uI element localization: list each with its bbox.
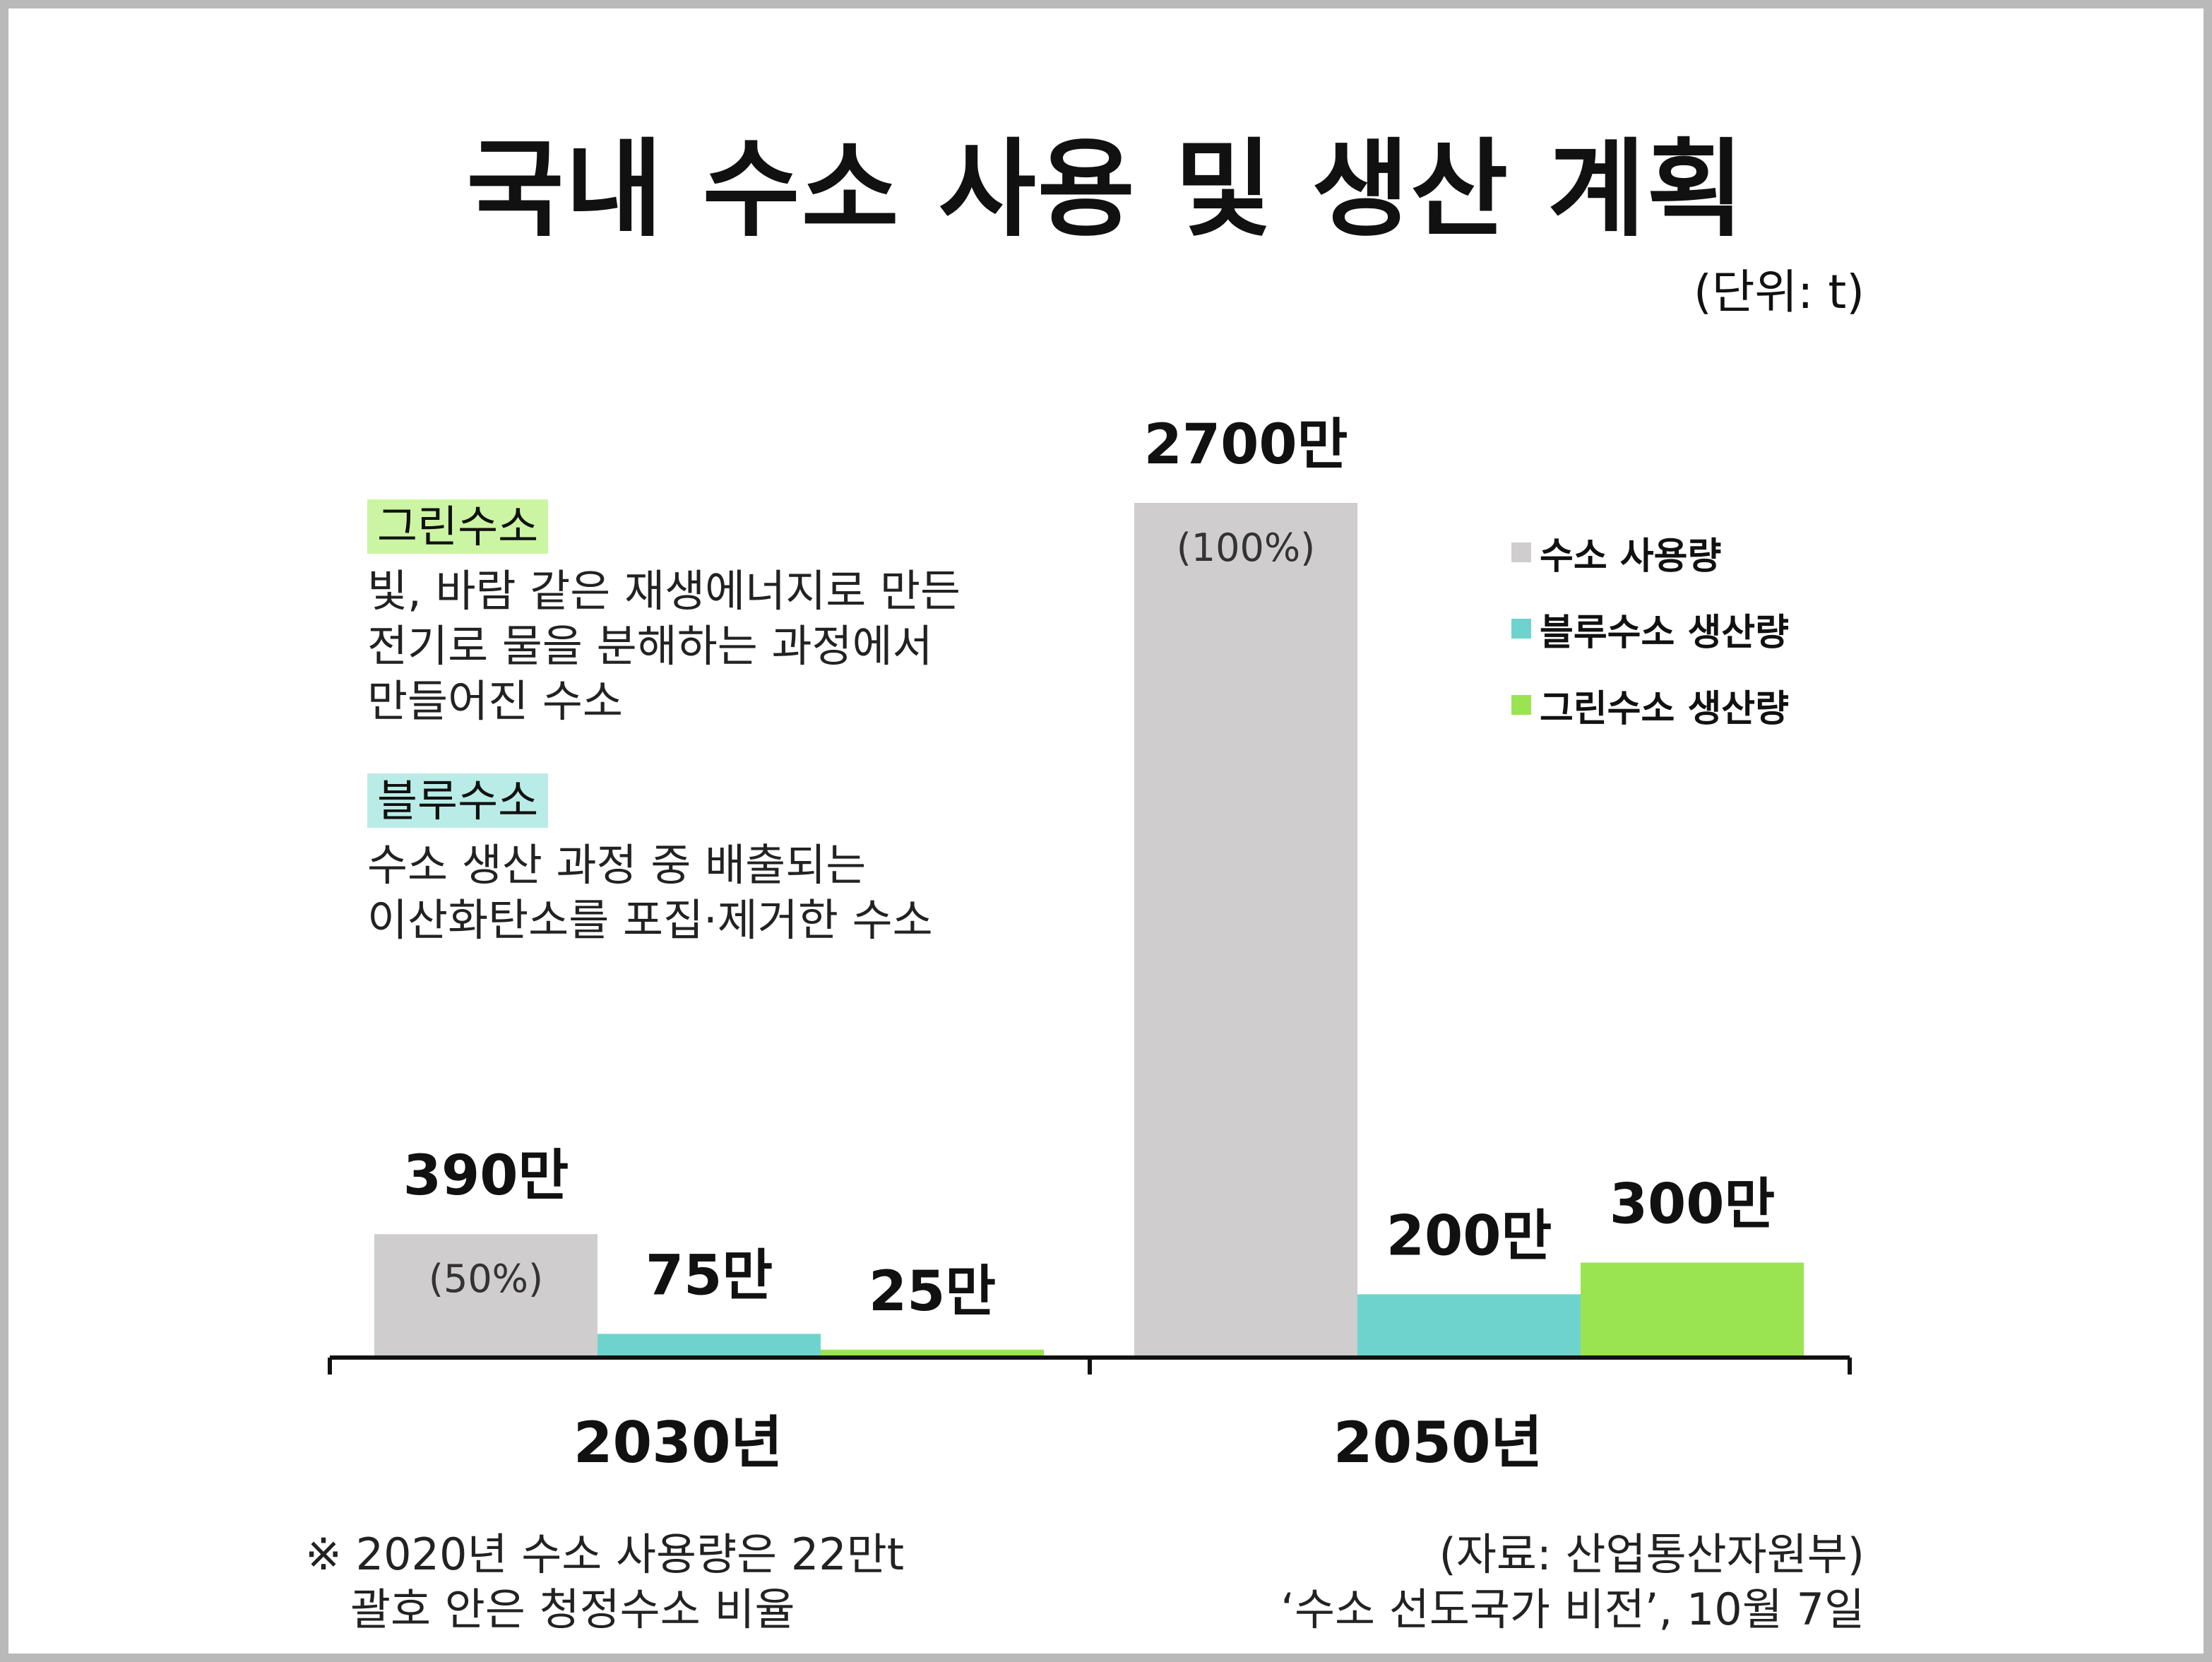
note-line: 전기로 물을 분해하는 과정에서 xyxy=(367,620,933,672)
legend-label: 수소 사용량 xyxy=(1540,535,1722,578)
x-axis xyxy=(328,1355,1852,1375)
green-hydrogen-description: 빛, 바람 같은 재생에너지로 만든 전기로 물을 분해하는 과정에서 만들어진… xyxy=(367,564,961,729)
data-label: 390만 xyxy=(403,1144,569,1208)
footnote-line: 괄호 안은 청정수소 비율 xyxy=(350,1584,795,1635)
bar-green-0 xyxy=(821,1349,1044,1358)
legend-item-green: 그린수소 생산량 xyxy=(1511,684,1789,730)
note-line: 빛, 바람 같은 재생에너지로 만든 xyxy=(367,565,961,617)
note-line: 만들어진 수소 xyxy=(367,675,623,727)
footnote-line: ※ 2020년 수소 사용량은 22만t xyxy=(305,1529,905,1580)
note-line: 수소 생산 과정 중 배출되는 xyxy=(367,839,867,891)
source-note: (자료: 산업통산자원부) ‘수소 선도국가 비전’, 10월 7일 xyxy=(1280,1527,1865,1637)
bars-layer xyxy=(374,503,1804,1358)
x-tick-label: 2030년 xyxy=(573,1410,783,1476)
labels-layer: 390만 (50%) 75만 25만 2030년 2700만 (100%) 200만 300만 2… xyxy=(403,413,1776,1476)
x-tick-label: 2050년 xyxy=(1333,1410,1542,1476)
data-label: 200만 xyxy=(1386,1204,1552,1268)
legend-swatch-usage xyxy=(1511,542,1531,562)
legend-label: 블루수소 생산량 xyxy=(1540,611,1789,654)
bar-usage-0 xyxy=(374,1234,597,1358)
bar-blue-0 xyxy=(597,1334,821,1358)
green-hydrogen-note: 그린수소 빛, 바람 같은 재생에너지로 만든 전기로 물을 분해하는 과정에서… xyxy=(367,499,961,729)
legend: 수소 사용량 블루수소 생산량 그린수소 생산량 xyxy=(1511,531,1789,730)
blue-hydrogen-tag: 블루수소 xyxy=(367,773,549,828)
legend-label: 그린수소 생산량 xyxy=(1540,687,1789,730)
green-hydrogen-tag: 그린수소 xyxy=(367,499,549,554)
data-label: 25만 xyxy=(869,1260,996,1324)
percent-label: (100%) xyxy=(1177,526,1316,570)
chart-title: 국내 수소 사용 및 생산 계획 xyxy=(466,129,1746,251)
blue-hydrogen-note: 블루수소 수소 생산 과정 중 배출되는 이산화탄소를 포집·제거한 수소 xyxy=(367,773,933,948)
bar-green-1 xyxy=(1581,1262,1804,1358)
legend-item-blue: 블루수소 생산량 xyxy=(1511,607,1789,654)
source-line: (자료: 산업통산자원부) xyxy=(1439,1529,1865,1580)
unit-label: (단위: t) xyxy=(1693,265,1865,319)
legend-item-usage: 수소 사용량 xyxy=(1511,531,1789,578)
bar-blue-1 xyxy=(1357,1294,1581,1358)
data-label: 75만 xyxy=(646,1244,773,1307)
bar-chart: 390만 (50%) 75만 25만 2030년 2700만 (100%) 200만 300만 2… xyxy=(328,413,1852,1476)
percent-label: (50%) xyxy=(429,1257,543,1301)
legend-swatch-blue xyxy=(1511,619,1531,639)
note-line: 이산화탄소를 포집·제거한 수소 xyxy=(367,894,933,946)
data-label: 300만 xyxy=(1610,1173,1776,1237)
data-label: 2700만 xyxy=(1144,413,1348,477)
legend-swatch-green xyxy=(1511,695,1531,715)
footnote: ※ 2020년 수소 사용량은 22만t 괄호 안은 청정수소 비율 xyxy=(305,1527,904,1637)
source-line: ‘수소 선도국가 비전’, 10월 7일 xyxy=(1280,1584,1865,1635)
blue-hydrogen-description: 수소 생산 과정 중 배출되는 이산화탄소를 포집·제거한 수소 xyxy=(367,838,933,948)
bar-usage-1 xyxy=(1134,503,1357,1358)
